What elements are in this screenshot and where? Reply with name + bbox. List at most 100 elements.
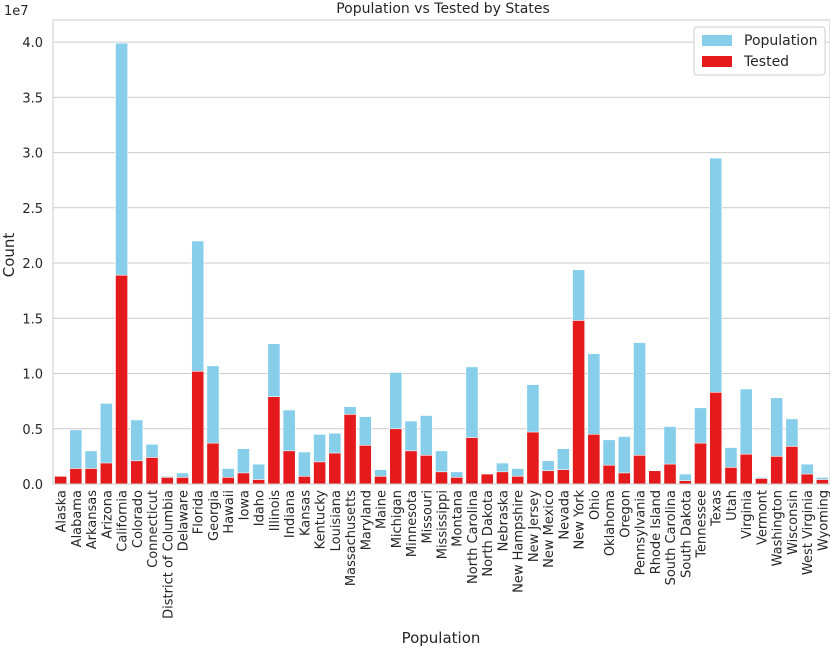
x-tick-label: Arizona — [100, 490, 115, 539]
legend-swatch-tested — [702, 56, 732, 67]
y-tick-label: 4.0 — [22, 36, 43, 51]
x-tick-label: Alaska — [55, 490, 70, 533]
bar-tested — [724, 467, 738, 485]
y-tick-label: 3.5 — [22, 91, 43, 106]
x-tick-label: Arkansas — [85, 490, 100, 549]
chart-title: Population vs Tested by States — [336, 1, 550, 17]
x-axis-ticks: Alaska Alabama Arkansas Arizona California Co… — [55, 490, 830, 619]
x-tick-label: South Dakota — [679, 490, 694, 578]
x-tick-label: Nevada — [557, 490, 572, 540]
x-tick-label: California — [116, 490, 131, 552]
bar-tested — [267, 396, 281, 485]
x-tick-label: Texas — [710, 490, 725, 527]
bar-tested — [115, 274, 128, 485]
bar-tested — [252, 479, 266, 485]
x-tick-label: Utah — [725, 490, 740, 521]
bar-tested — [419, 454, 433, 485]
y-tick-label: 3.0 — [22, 147, 43, 162]
x-tick-label: Vermont — [755, 490, 770, 545]
x-tick-label: Illinois — [268, 490, 283, 531]
bar-tested — [480, 473, 494, 485]
x-tick-label: Alabama — [70, 490, 85, 547]
bar-tested — [709, 392, 723, 485]
bar-tested — [663, 463, 677, 485]
x-tick-label: New Mexico — [542, 490, 557, 568]
gridlines — [53, 41, 830, 485]
x-tick-label: New Hampshire — [512, 490, 527, 593]
bar-tested — [511, 475, 525, 485]
bar-tested — [69, 468, 83, 485]
x-tick-label: New Jersey — [527, 490, 542, 562]
x-tick-label: Idaho — [253, 490, 268, 526]
bar-tested — [160, 477, 174, 485]
x-tick-label: Hawaii — [222, 490, 237, 534]
legend-label-tested: Tested — [743, 54, 789, 70]
x-tick-label: Mississippi — [436, 490, 451, 559]
bar-tested — [130, 460, 144, 485]
bar-tested — [602, 464, 616, 485]
y-tick-label: 1.0 — [22, 368, 43, 383]
bar-tested — [648, 470, 662, 485]
bar-tested — [84, 468, 98, 485]
bar-tested — [785, 446, 799, 485]
x-axis-label: Population — [402, 629, 481, 647]
y-multiplier-label: 1e7 — [4, 4, 29, 19]
bar-tested — [755, 478, 768, 485]
plot-frame — [52, 19, 830, 485]
x-tick-label: Pennsylvania — [634, 490, 649, 575]
bar-tested — [206, 442, 220, 485]
y-tick-label: 0.0 — [22, 478, 43, 493]
x-tick-label: Oklahoma — [603, 490, 618, 556]
x-tick-label: Ohio — [588, 490, 603, 520]
bar-tested — [556, 469, 570, 485]
legend-label-population: Population — [744, 33, 818, 49]
x-tick-label: Wyoming — [816, 490, 830, 551]
x-tick-label: West Virginia — [801, 490, 816, 575]
bar-tested — [221, 477, 235, 485]
x-tick-label: Iowa — [237, 490, 252, 520]
bar-tested — [389, 428, 403, 485]
x-tick-label: Montana — [451, 490, 466, 547]
y-tick-label: 2.5 — [22, 202, 43, 217]
legend: Population Tested — [693, 26, 826, 76]
y-axis-ticks: 0.0 0.5 1.0 1.5 2.0 2.5 3.0 3.5 4.0 — [22, 36, 43, 493]
x-tick-label: Connecticut — [146, 490, 161, 568]
x-tick-label: Nebraska — [496, 490, 511, 551]
x-tick-label: Missouri — [420, 490, 435, 544]
x-tick-label: Massachusetts — [344, 490, 359, 586]
x-tick-label: Tennessee — [695, 490, 710, 559]
bar-tested — [450, 477, 464, 485]
bar-tested — [145, 457, 159, 485]
bar-tested — [800, 473, 814, 485]
x-tick-label: Wisconsin — [786, 490, 801, 555]
y-tick-label: 2.0 — [22, 257, 43, 272]
bar-tested — [435, 471, 448, 485]
x-tick-label: South Carolina — [664, 490, 679, 585]
bar-tested — [343, 414, 357, 485]
bar-tested — [191, 371, 205, 485]
bars — [54, 42, 829, 485]
bar-tested — [815, 479, 829, 485]
x-tick-label: Indiana — [283, 490, 298, 538]
x-tick-label: Delaware — [177, 490, 192, 551]
x-tick-label: Minnesota — [405, 490, 420, 557]
bar-tested — [739, 453, 753, 485]
x-tick-label: Rhode Island — [649, 490, 664, 574]
x-tick-label: North Carolina — [466, 490, 481, 584]
x-tick-label: Virginia — [740, 490, 755, 539]
x-tick-label: New York — [573, 490, 588, 550]
x-tick-label: Colorado — [131, 490, 146, 548]
bar-tested — [54, 475, 68, 485]
bar-tested — [358, 445, 372, 485]
bar-tested — [526, 431, 540, 485]
x-tick-label: Florida — [192, 490, 207, 534]
bar-tested — [297, 475, 311, 485]
bar-tested — [328, 452, 342, 485]
x-tick-label: Michigan — [390, 490, 405, 548]
bar-tested — [587, 433, 601, 485]
bar-tested — [465, 437, 479, 485]
x-tick-label: Maryland — [359, 490, 374, 550]
bar-tested — [541, 470, 555, 485]
y-tick-label: 1.5 — [22, 312, 43, 327]
